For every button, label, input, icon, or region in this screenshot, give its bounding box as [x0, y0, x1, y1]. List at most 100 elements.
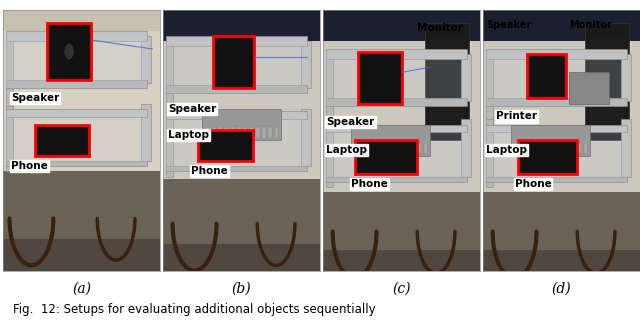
Bar [399, 143, 403, 153]
Bar [225, 127, 228, 138]
Bar [166, 41, 307, 93]
Bar [326, 177, 467, 182]
Bar [237, 127, 241, 138]
Bar [166, 111, 307, 119]
Bar [47, 23, 91, 80]
Bar [546, 143, 550, 153]
Bar [386, 143, 390, 153]
Bar [218, 127, 222, 138]
Bar [6, 111, 147, 166]
Text: (b): (b) [232, 282, 252, 295]
Bar [256, 127, 260, 138]
Bar [571, 143, 575, 153]
Bar [323, 10, 480, 192]
Bar [326, 125, 467, 132]
Bar [213, 36, 254, 88]
Bar [326, 98, 467, 106]
Bar [351, 125, 430, 156]
Bar [527, 143, 531, 153]
Bar [511, 125, 590, 156]
Bar [486, 127, 627, 182]
Bar [424, 143, 428, 153]
Bar [323, 192, 480, 271]
Bar [6, 31, 147, 41]
Bar [486, 54, 627, 106]
Bar [358, 52, 402, 104]
Bar [198, 130, 253, 161]
Bar [564, 143, 569, 153]
Bar [163, 179, 320, 271]
Bar [243, 127, 247, 138]
Bar [250, 127, 253, 138]
Bar [163, 244, 320, 271]
Bar [515, 143, 518, 153]
Bar [540, 143, 543, 153]
Bar [326, 119, 333, 187]
Bar [323, 10, 480, 41]
Bar [380, 143, 383, 153]
Text: Fig.  12: Setups for evaluating additional objects sequentially: Fig. 12: Setups for evaluating additiona… [13, 303, 376, 316]
Bar [417, 143, 421, 153]
Bar [486, 98, 627, 106]
Bar [6, 109, 147, 117]
Bar [518, 140, 577, 174]
Bar [262, 127, 266, 138]
Bar [483, 192, 640, 271]
Text: Monitor: Monitor [570, 20, 612, 30]
Bar [590, 36, 624, 135]
Bar [268, 127, 272, 138]
Bar [577, 143, 581, 153]
Text: Phone: Phone [191, 166, 228, 176]
Bar [584, 143, 588, 153]
Bar [373, 143, 378, 153]
Text: Laptop: Laptop [486, 145, 527, 156]
Text: Laptop: Laptop [326, 145, 367, 156]
Bar [301, 109, 310, 166]
Bar [326, 127, 467, 182]
Bar [392, 143, 396, 153]
Text: Speaker: Speaker [326, 117, 374, 127]
Bar [205, 127, 209, 138]
Bar [141, 104, 150, 161]
Text: (c): (c) [392, 282, 411, 295]
Bar [461, 119, 470, 177]
Bar [486, 119, 493, 187]
Bar [533, 143, 538, 153]
Text: Phone: Phone [11, 161, 48, 171]
Bar [166, 166, 307, 171]
Bar [355, 143, 358, 153]
Bar [326, 54, 467, 106]
Bar [6, 80, 147, 88]
Text: (a): (a) [72, 282, 91, 295]
Bar [3, 171, 160, 271]
Bar [3, 10, 160, 171]
Bar [552, 143, 556, 153]
Bar [3, 239, 160, 271]
Bar [166, 109, 173, 177]
Text: Printer: Printer [496, 111, 537, 122]
Bar [486, 54, 493, 127]
Bar [483, 10, 640, 192]
Bar [527, 54, 566, 98]
Bar [521, 143, 525, 153]
Bar [6, 36, 13, 114]
Bar [425, 23, 469, 140]
Circle shape [65, 44, 74, 59]
Bar [275, 127, 278, 138]
Bar [326, 49, 467, 59]
Text: Phone: Phone [515, 179, 551, 189]
Bar [486, 49, 627, 59]
Bar [483, 250, 640, 271]
Bar [166, 41, 173, 114]
Bar [35, 125, 90, 156]
Bar [202, 109, 281, 140]
Text: Speaker: Speaker [11, 93, 60, 103]
Bar [6, 106, 13, 171]
Text: (d): (d) [552, 282, 572, 295]
Bar [367, 143, 371, 153]
Bar [355, 140, 417, 174]
Bar [430, 36, 465, 135]
Bar [301, 41, 310, 88]
Bar [585, 23, 629, 140]
Bar [486, 177, 627, 182]
